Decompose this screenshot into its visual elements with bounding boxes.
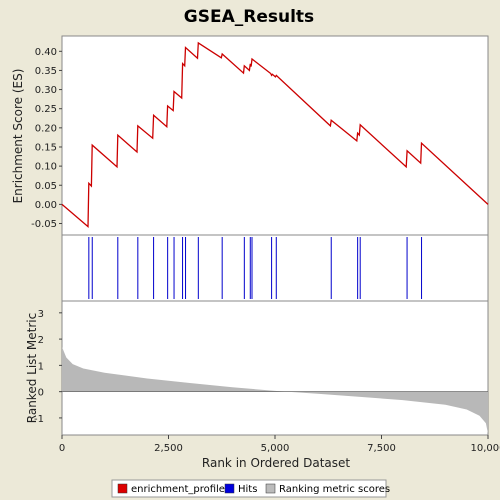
ranking-panel: -1 0 1 2 3 Ranked List Metric: [25, 300, 489, 436]
x-axis-label: Rank in Ordered Dataset: [202, 456, 350, 470]
es-ytick-label: 0.40: [35, 47, 57, 58]
es-ytick-label: 0.00: [35, 200, 57, 211]
enrichment-profile-line: [61, 41, 489, 228]
hits-plot-area: [61, 234, 489, 302]
x-tick-label: 2,500: [154, 443, 183, 454]
x-tick-label: 0: [59, 443, 65, 454]
es-ylabel: Enrichment Score (ES): [11, 69, 25, 204]
legend-label-ranking: Ranking metric scores: [279, 484, 390, 495]
legend-swatch-enrichment: [117, 483, 128, 494]
ranking-ytick-label: 0: [38, 388, 44, 399]
legend-box: [111, 479, 387, 498]
ranking-metric-area: [62, 347, 488, 434]
es-ytick-label: 0.15: [35, 142, 57, 153]
ranking-ylabel: Ranked List Metric: [25, 313, 39, 423]
es-ytick-label: 0.10: [35, 162, 57, 173]
x-tick-label: 10,000: [471, 443, 500, 454]
x-tick-label: 7,500: [367, 443, 396, 454]
enrichment-panel: -0.05 0.00 0.05 0.10 0.15 0.20 0.25 0.30 0.35 0.4…: [11, 35, 489, 236]
es-ytick-label: 0.35: [35, 66, 57, 77]
hits-panel: [61, 234, 489, 302]
chart-title: GSEA_Results: [184, 7, 314, 27]
ranking-plot-area: [61, 300, 489, 436]
es-ytick-label: 0.20: [35, 123, 57, 134]
ranking-ytick-label: 1: [38, 361, 44, 372]
es-ytick-label: 0.30: [35, 85, 57, 96]
es-ytick-label: 0.05: [35, 181, 57, 192]
legend-swatch-hits: [224, 483, 235, 494]
enrichment-plot-area: [61, 35, 489, 236]
ranking-ytick-label: 3: [38, 309, 44, 320]
ranking-ytick-label: -1: [34, 414, 44, 425]
legend-label-enrichment: enrichment_profile: [131, 484, 225, 495]
es-ytick-label: 0.25: [35, 104, 57, 115]
legend-swatch-ranking: [265, 483, 276, 494]
x-tick-label: 5,000: [261, 443, 290, 454]
es-ytick-label: -0.05: [31, 219, 57, 230]
legend: enrichment_profile Hits Ranking metric s…: [111, 479, 390, 498]
ranking-ytick-label: 2: [38, 335, 44, 346]
legend-label-hits: Hits: [238, 484, 257, 495]
